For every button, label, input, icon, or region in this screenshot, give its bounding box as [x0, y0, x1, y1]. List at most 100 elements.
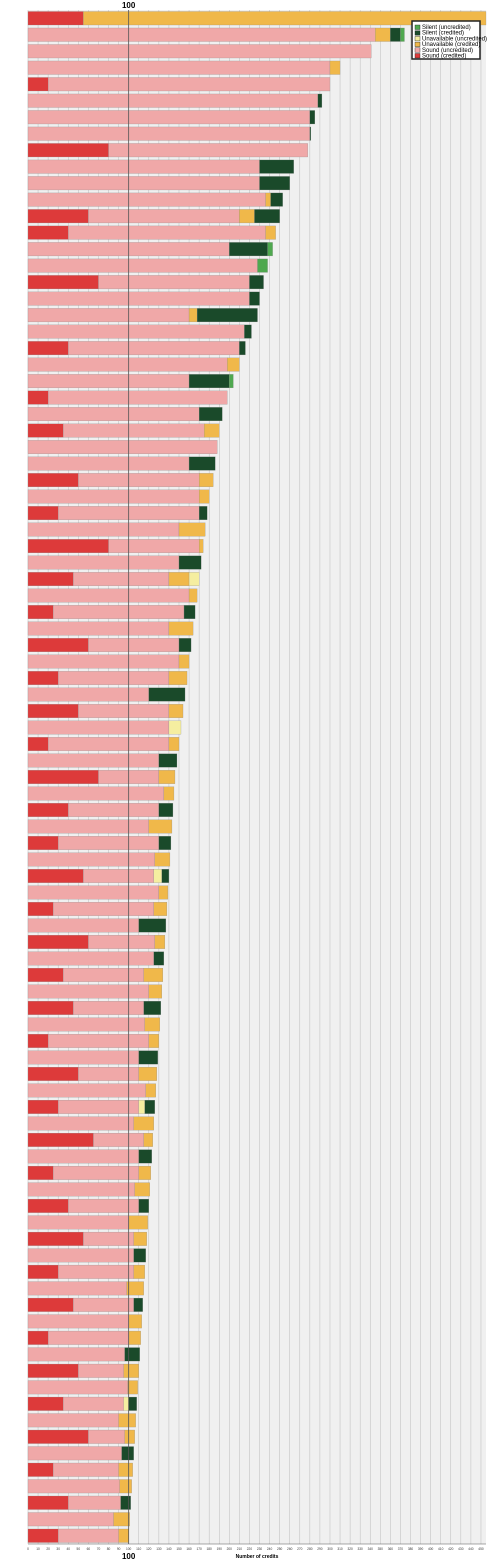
x-tick-label: 300 [327, 1547, 333, 1551]
bar-segment-silent-credited [188, 374, 230, 389]
bar-segment-unavailable-credited [128, 1330, 141, 1345]
bar-segment-silent-credited [128, 1396, 137, 1411]
bar-segment-sound-uncredited [27, 1215, 129, 1230]
bar-segment-sound-credited [27, 1034, 49, 1048]
x-tick-label: 170 [196, 1547, 202, 1551]
bar-segment-sound-credited [27, 1330, 49, 1345]
bar-segment-sound-uncredited [27, 308, 190, 323]
bar-segment-sound-credited [27, 671, 59, 685]
bar-segment-sound-uncredited [27, 258, 258, 273]
bar-segment-sound-uncredited [63, 968, 144, 982]
bar-segment-sound-uncredited [58, 1100, 139, 1114]
bar-segment-sound-uncredited [27, 1083, 146, 1098]
bar-segment-sound-uncredited [27, 110, 310, 125]
bar-segment-sound-credited [27, 1165, 54, 1180]
bar-segment-unavailable-credited [168, 704, 184, 718]
bar-segment-silent-credited [259, 159, 294, 174]
bar-segment-silent-credited [249, 291, 260, 306]
bar-segment-sound-uncredited [27, 1281, 127, 1296]
bar-segment-unavailable-credited [154, 852, 171, 867]
x-tick-label: 390 [418, 1547, 424, 1551]
bar-segment-sound-uncredited [27, 951, 154, 966]
bar-segment-unavailable-credited [178, 654, 190, 669]
bar-segment-sound-uncredited [27, 489, 200, 504]
x-tick-label: 400 [428, 1547, 434, 1551]
legend-swatch [414, 53, 421, 59]
bar-segment-sound-uncredited [78, 473, 200, 487]
bar-segment-sound-uncredited [27, 555, 180, 570]
bar-segment-silent-credited [183, 605, 196, 619]
bar-segment-unavailable-credited [118, 1413, 136, 1428]
bar-segment-silent-credited [158, 803, 174, 817]
bar-segment-sound-uncredited [27, 522, 180, 537]
bar-segment-unavailable-credited [153, 902, 168, 916]
x-tick-label: 90 [117, 1547, 121, 1551]
legend-swatch [414, 24, 421, 30]
bar-segment-sound-uncredited [53, 1165, 139, 1180]
bar-segment-sound-uncredited [27, 852, 155, 867]
bar-segment-silent-credited [138, 1149, 152, 1164]
bar-segment-silent-uncredited [257, 258, 268, 273]
bar-segment-sound-credited [27, 803, 69, 817]
bar-segment-sound-credited [27, 902, 54, 916]
x-tick-label: 110 [136, 1547, 141, 1551]
bar-segment-silent-credited [143, 1001, 161, 1015]
bar-segment-unavailable-credited [144, 1017, 160, 1032]
bar-segment-unavailable-credited [133, 1264, 145, 1279]
bar-segment-silent-credited [188, 456, 216, 471]
bar-segment-sound-uncredited [27, 753, 159, 768]
bar-segment-sound-uncredited [27, 1347, 125, 1362]
bar-segment-sound-uncredited [27, 60, 331, 75]
bar-segment-silent-credited [148, 687, 186, 702]
bar-segment-unavailable-credited [145, 1083, 156, 1098]
legend-label: Unavailable (credited) [422, 42, 480, 48]
bar-segment-sound-credited [27, 1100, 59, 1114]
bar-segment-sound-credited [27, 1067, 79, 1081]
bar-segment-unavailable-credited [158, 770, 176, 784]
bar-segment-unavailable-credited [133, 1231, 147, 1246]
bar-segment-sound-uncredited [68, 1198, 139, 1213]
bar-segment-sound-credited [27, 704, 79, 718]
bar-segment-sound-uncredited [27, 456, 190, 471]
bar-segment-silent-credited [259, 176, 290, 191]
x-tick-label: 270 [297, 1547, 303, 1551]
bar-segment-sound-uncredited [27, 44, 372, 59]
bar-segment-unavailable-credited [158, 885, 169, 900]
x-tick-label: 220 [247, 1547, 253, 1551]
bar-segment-sound-uncredited [27, 192, 266, 207]
bar-segment-unavailable-credited [127, 1380, 138, 1395]
x-tick-label: 150 [176, 1547, 182, 1551]
reference-line-label-bottom: 100 [122, 1552, 136, 1561]
bar-segment-sound-credited [27, 1001, 74, 1015]
bar-segment-unavailable-credited [265, 225, 276, 240]
bar-segment-sound-uncredited [48, 390, 228, 405]
bar-segment-sound-uncredited [58, 1264, 134, 1279]
bar-segment-unavailable-credited [239, 209, 255, 224]
legend-swatch [414, 30, 421, 36]
bar-segment-silent-credited [133, 1248, 146, 1263]
bar-segment-unavailable-credited [178, 522, 206, 537]
legend: Silent (uncredited)Silent (credited)Unav… [411, 20, 487, 60]
bar-segment-sound-uncredited [27, 1149, 139, 1164]
bar-segment-silent-credited [229, 242, 268, 257]
bar-segment-silent-credited [120, 1495, 131, 1510]
x-tick-label: 360 [388, 1547, 394, 1551]
bar-segment-sound-uncredited [63, 1396, 124, 1411]
bar-segment-unavailable-credited [148, 819, 173, 834]
bar-segment-silent-credited [196, 308, 258, 323]
bar-segment-silent-credited [309, 110, 316, 125]
bar-segment-sound-uncredited [58, 836, 159, 850]
bar-segment-sound-credited [27, 1264, 59, 1279]
bar-segment-sound-uncredited [27, 1380, 128, 1395]
bar-segment-sound-uncredited [48, 77, 331, 92]
bar-segment-unavailable-credited [168, 737, 180, 751]
bar-segment-unavailable-credited [118, 1528, 129, 1543]
bar-segment-unavailable-credited [188, 588, 198, 603]
bar-segment-sound-credited [27, 341, 69, 356]
bar-segment-sound-uncredited [78, 1363, 124, 1378]
bar-segment-silent-credited [249, 275, 264, 290]
x-tick-label: 30 [56, 1547, 60, 1551]
x-tick-label: 50 [77, 1547, 81, 1551]
